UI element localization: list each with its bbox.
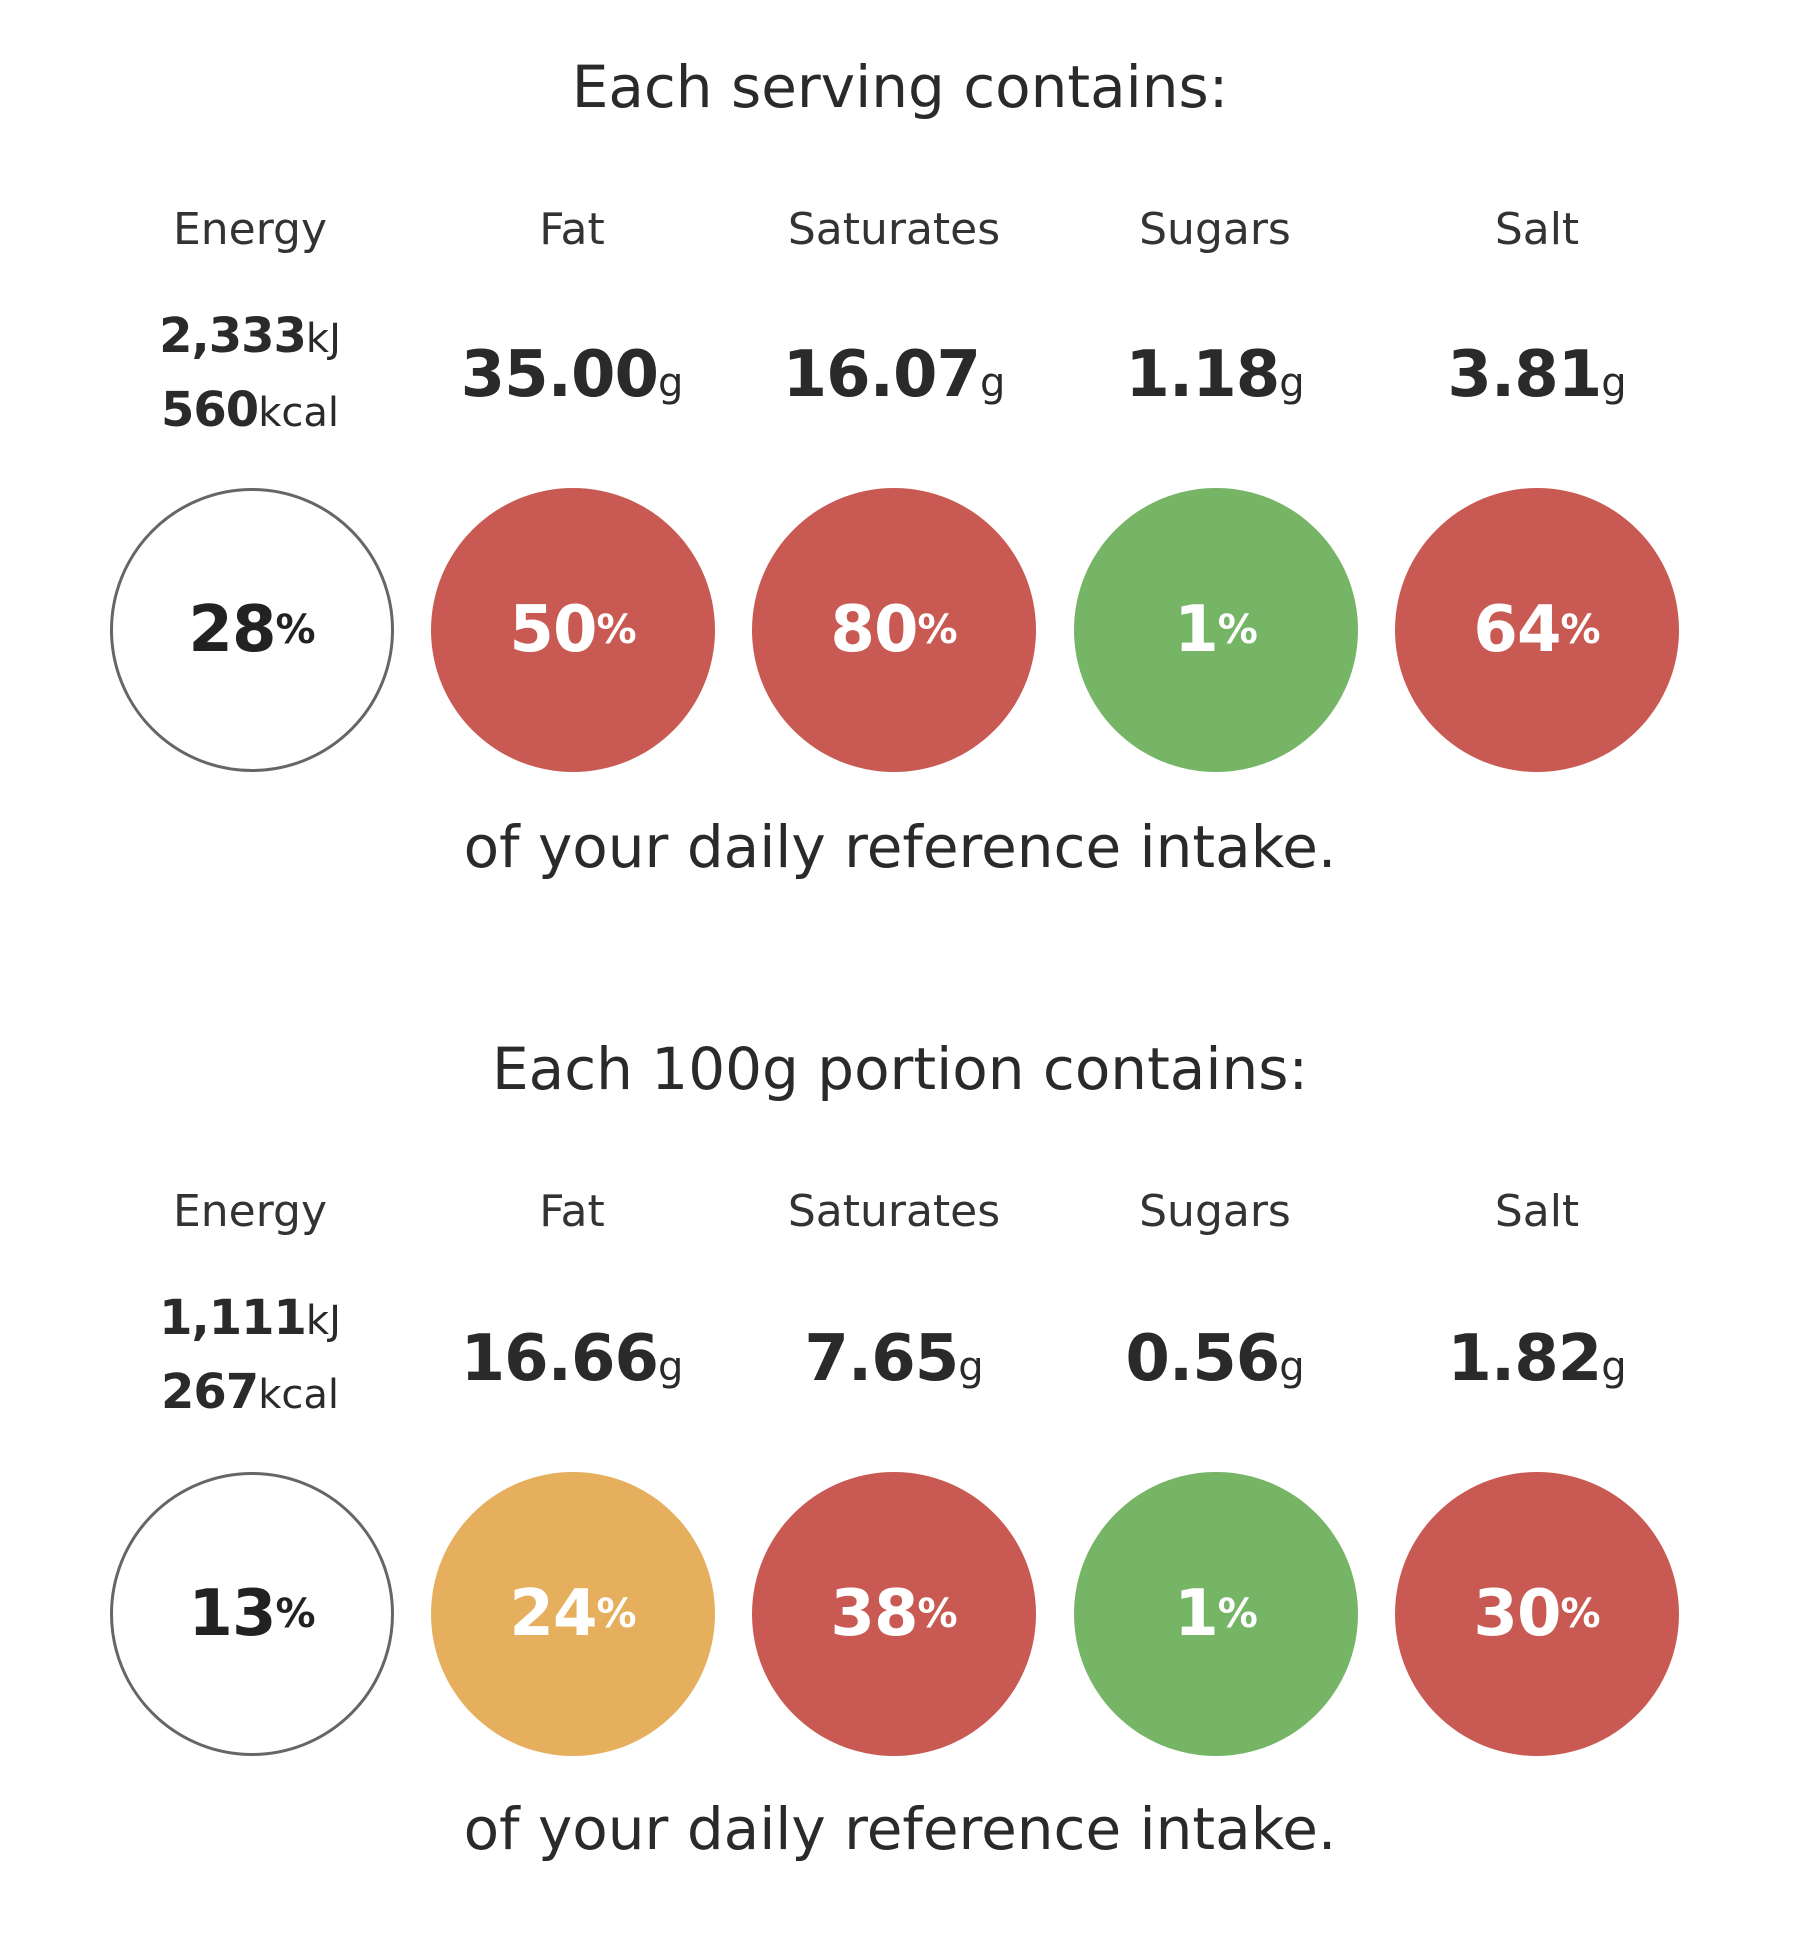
saturates-label: Saturates	[787, 1186, 1001, 1237]
sugars-label: Sugars	[1139, 204, 1291, 255]
fat-unit: g	[658, 360, 684, 406]
energy-label: Energy	[172, 204, 328, 255]
salt-label-col: Salt	[1377, 1190, 1697, 1234]
section-title: Each 100g portion contains:	[492, 1035, 1308, 1103]
energy-label-col: Energy	[90, 208, 410, 252]
fat-value: 16.66	[460, 1322, 659, 1396]
fat-amount: 35.00g	[412, 338, 732, 412]
saturates-amount: 16.07g	[734, 338, 1054, 412]
saturates-percent-unit: %	[917, 607, 958, 653]
energy-amount: 1,111kJ 267kcal	[90, 1294, 410, 1416]
saturates-label-col: Saturates	[734, 1190, 1054, 1234]
salt-label-col: Salt	[1377, 208, 1697, 252]
sugars-unit: g	[1279, 1344, 1305, 1390]
saturates-label: Saturates	[787, 204, 1001, 255]
salt-label: Salt	[1494, 1186, 1580, 1237]
sugars-percent-unit: %	[1217, 607, 1258, 653]
fat-percent-unit: %	[596, 1591, 637, 1637]
saturates-percent-value: 80	[830, 593, 918, 667]
energy-kcal-value: 267	[161, 1364, 259, 1420]
fat-percent-circle: 50%	[431, 488, 715, 772]
fat-amount: 16.66g	[412, 1322, 732, 1396]
fat-percent-value: 24	[509, 1577, 597, 1651]
salt-percent-circle: 30%	[1395, 1472, 1679, 1756]
salt-unit: g	[1601, 360, 1627, 406]
energy-amount: 2,333kJ 560kcal	[90, 312, 410, 434]
saturates-percent-value: 38	[830, 1577, 918, 1651]
saturates-value: 7.65	[804, 1322, 959, 1396]
sugars-percent-circle: 1%	[1074, 488, 1358, 772]
saturates-value: 16.07	[782, 338, 981, 412]
energy-label: Energy	[172, 1186, 328, 1237]
energy-kcal: 267kcal	[90, 1368, 410, 1416]
fat-percent-circle: 24%	[431, 1472, 715, 1756]
energy-label-col: Energy	[90, 1190, 410, 1234]
energy-percent-unit: %	[275, 607, 316, 653]
energy-percent-unit: %	[275, 1591, 316, 1637]
fat-percent-unit: %	[596, 607, 637, 653]
salt-percent-unit: %	[1560, 1591, 1601, 1637]
salt-amount: 1.82g	[1377, 1322, 1697, 1396]
energy-kj-unit: kJ	[305, 316, 341, 362]
fat-unit: g	[658, 1344, 684, 1390]
sugars-label-col: Sugars	[1055, 208, 1375, 252]
salt-unit: g	[1601, 1344, 1627, 1390]
saturates-percent-unit: %	[917, 1591, 958, 1637]
energy-kj: 1,111kJ	[90, 1294, 410, 1342]
fat-percent-value: 50	[509, 593, 597, 667]
fat-label: Fat	[539, 204, 605, 255]
sugars-label-col: Sugars	[1055, 1190, 1375, 1234]
salt-percent-value: 30	[1473, 1577, 1561, 1651]
fat-label: Fat	[539, 1186, 605, 1237]
sugars-label: Sugars	[1139, 1186, 1291, 1237]
sugars-percent-value: 1	[1174, 1577, 1219, 1651]
energy-kcal-value: 560	[161, 382, 259, 438]
salt-value: 3.81	[1447, 338, 1602, 412]
sugars-percent-circle: 1%	[1074, 1472, 1358, 1756]
sugars-percent-value: 1	[1174, 593, 1219, 667]
section-footer: of your daily reference intake.	[463, 1795, 1337, 1863]
saturates-percent-circle: 38%	[752, 1472, 1036, 1756]
energy-percent-value: 13	[188, 1577, 276, 1651]
saturates-percent-circle: 80%	[752, 488, 1036, 772]
salt-percent-value: 64	[1473, 593, 1561, 667]
energy-percent-circle: 13%	[110, 1472, 394, 1756]
salt-label: Salt	[1494, 204, 1580, 255]
energy-percent-circle: 28%	[110, 488, 394, 772]
energy-kcal-unit: kcal	[258, 1372, 339, 1418]
sugars-unit: g	[1279, 360, 1305, 406]
saturates-unit: g	[980, 360, 1006, 406]
energy-kj: 2,333kJ	[90, 312, 410, 360]
energy-kcal-unit: kcal	[258, 390, 339, 436]
saturates-label-col: Saturates	[734, 208, 1054, 252]
salt-amount: 3.81g	[1377, 338, 1697, 412]
fat-value: 35.00	[460, 338, 659, 412]
section-footer: of your daily reference intake.	[463, 813, 1337, 881]
energy-kcal: 560kcal	[90, 386, 410, 434]
saturates-amount: 7.65g	[734, 1322, 1054, 1396]
salt-percent-circle: 64%	[1395, 488, 1679, 772]
fat-label-col: Fat	[412, 208, 732, 252]
salt-percent-unit: %	[1560, 607, 1601, 653]
sugars-value: 1.18	[1125, 338, 1280, 412]
saturates-unit: g	[958, 1344, 984, 1390]
sugars-amount: 0.56g	[1055, 1322, 1375, 1396]
section-title: Each serving contains:	[571, 53, 1229, 121]
sugars-percent-unit: %	[1217, 1591, 1258, 1637]
sugars-value: 0.56	[1125, 1322, 1280, 1396]
sugars-amount: 1.18g	[1055, 338, 1375, 412]
energy-kj-unit: kJ	[305, 1298, 341, 1344]
salt-value: 1.82	[1447, 1322, 1602, 1396]
energy-kj-value: 1,111	[159, 1290, 307, 1346]
energy-percent-value: 28	[188, 593, 276, 667]
energy-kj-value: 2,333	[159, 308, 307, 364]
fat-label-col: Fat	[412, 1190, 732, 1234]
